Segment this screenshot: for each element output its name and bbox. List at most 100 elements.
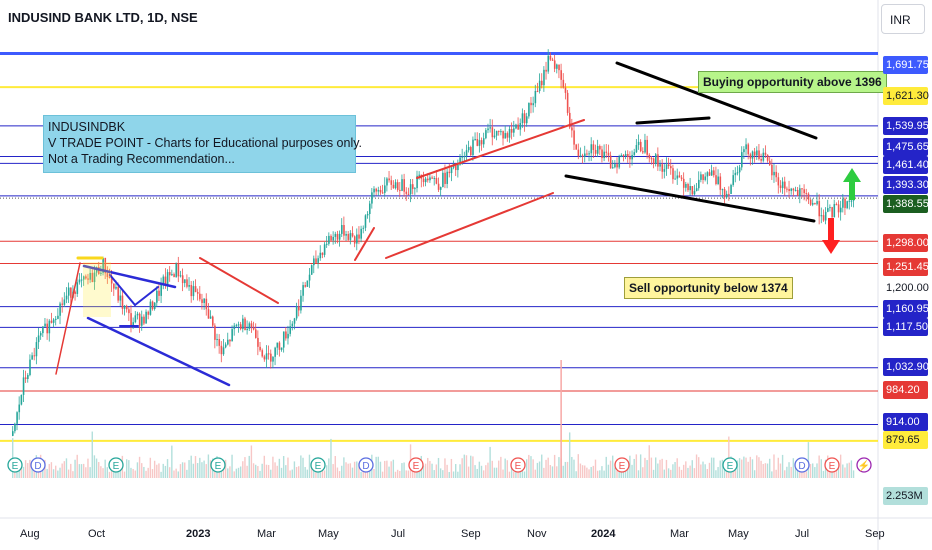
volume-bar	[351, 467, 354, 478]
candle-body	[541, 80, 543, 86]
candle-body	[386, 178, 388, 186]
candle-body	[728, 193, 730, 195]
volume-bar	[248, 455, 250, 478]
candle-body	[680, 177, 683, 179]
volume-bar	[646, 460, 648, 478]
volume-bar	[280, 467, 283, 478]
volume-bar	[495, 467, 498, 478]
volume-bar	[749, 456, 752, 478]
candle-body	[48, 320, 51, 334]
candle-body	[106, 273, 109, 277]
volume-bar	[594, 459, 597, 478]
volume-bar	[401, 463, 403, 478]
candle-body	[521, 113, 524, 124]
candle-body	[119, 295, 122, 301]
volume-bar	[375, 456, 377, 478]
candle-body	[257, 337, 259, 347]
candle-body	[173, 274, 175, 277]
candle-body	[57, 315, 59, 319]
note-line-3: Not a Trading Recommendation...	[48, 152, 235, 166]
volume-bar	[616, 470, 618, 478]
candle-body	[801, 188, 803, 190]
candle-body	[738, 167, 741, 173]
currency-selector[interactable]: INR	[881, 4, 925, 34]
candle-body	[285, 331, 287, 339]
volume-bar	[278, 458, 281, 478]
volume-bar	[282, 456, 285, 478]
candle-body	[218, 339, 221, 346]
volume-bar	[771, 471, 773, 478]
volume-bar	[764, 463, 767, 478]
volume-bar	[98, 462, 100, 478]
candle-body	[504, 133, 507, 139]
blue-flag-upper	[82, 264, 177, 289]
volume-bar	[422, 465, 425, 478]
volume-bar	[186, 469, 188, 478]
volume-bar	[566, 461, 569, 478]
volume-bar	[753, 470, 756, 478]
volume-bar	[437, 457, 440, 478]
candle-body	[141, 316, 143, 326]
candle-body	[194, 286, 197, 293]
volume-bar	[665, 459, 668, 478]
candle-body	[336, 233, 339, 240]
volume-bar	[756, 455, 758, 478]
candle-body	[657, 154, 659, 167]
volume-bar	[310, 465, 313, 478]
volume-bar	[835, 468, 838, 478]
candle-body	[418, 174, 421, 176]
volume-bar	[551, 466, 554, 478]
volume-bar	[205, 464, 207, 478]
candle-body	[642, 151, 644, 153]
time-label: Mar	[670, 528, 689, 540]
volume-bar	[790, 466, 792, 478]
candle-body	[319, 252, 322, 259]
volume-bar	[349, 463, 352, 478]
volume-bar	[33, 468, 35, 478]
candle-body	[343, 225, 345, 236]
volume-bar	[706, 468, 709, 478]
volume-bar	[459, 464, 461, 478]
volume-bar	[130, 467, 132, 478]
time-label: Jul	[391, 528, 406, 540]
candle-body	[577, 149, 580, 156]
volume-bar	[609, 460, 612, 478]
candle-body	[132, 322, 135, 326]
volume-bar	[285, 465, 287, 478]
candle-body	[768, 160, 771, 165]
candle-body	[450, 167, 453, 174]
candle-body	[123, 305, 126, 309]
event-marker-label: ⚡	[858, 459, 870, 472]
volume-bar	[265, 464, 268, 478]
event-marker-label: E	[619, 461, 626, 472]
candle-body	[702, 174, 704, 180]
candle-body	[437, 183, 440, 190]
candle-body	[276, 342, 279, 348]
volume-bar	[708, 462, 711, 478]
volume-bar	[24, 460, 27, 478]
volume-bar	[291, 469, 293, 478]
candle-body	[37, 335, 40, 343]
volume-bar	[394, 471, 397, 478]
candle-body	[442, 172, 444, 188]
candle-body	[693, 191, 696, 195]
volume-bar	[541, 454, 543, 478]
candle-body	[110, 277, 113, 284]
candle-body	[321, 252, 324, 255]
price-label: 914.00	[883, 413, 928, 431]
time-label: 2024	[591, 528, 616, 540]
volume-bar	[850, 460, 853, 478]
volume-bar	[22, 466, 25, 478]
candle-body	[459, 157, 461, 165]
volume-bar	[717, 467, 719, 478]
candle-body	[362, 227, 365, 229]
volume-bar	[141, 463, 143, 478]
volume-bar	[564, 461, 567, 478]
candle-body	[478, 140, 481, 146]
price-tick: 1,200.00	[886, 282, 929, 294]
candle-body	[401, 179, 403, 191]
candle-body	[181, 275, 184, 284]
time-label: Oct	[88, 528, 106, 540]
volume-bar	[534, 469, 536, 478]
candle-body	[603, 151, 605, 159]
